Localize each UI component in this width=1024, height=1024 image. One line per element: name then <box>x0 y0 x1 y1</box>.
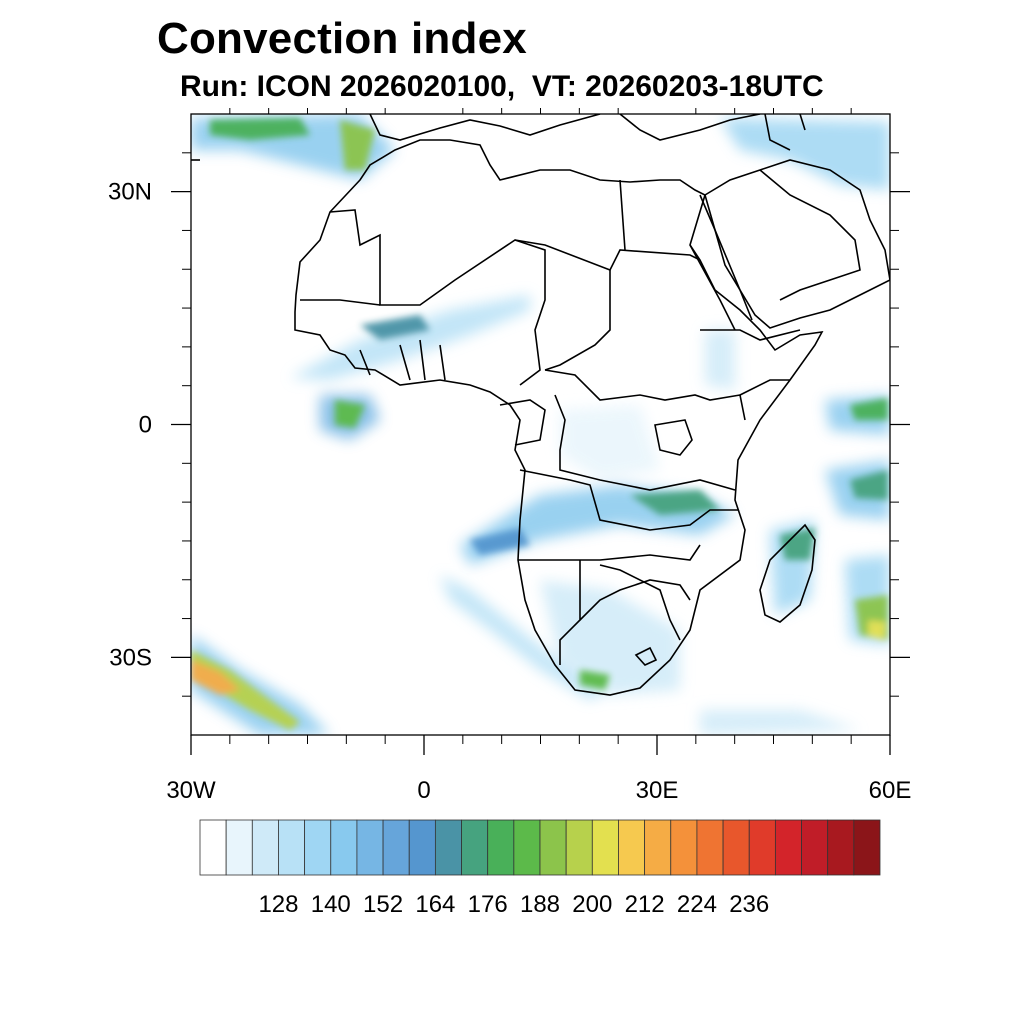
colorbar-label-2: 152 <box>363 891 403 918</box>
colorbar-swatch-13 <box>539 819 567 876</box>
axes: 30W 0 30E 60E 30N 0 30S <box>108 108 911 804</box>
colorbar-swatch-14 <box>565 819 593 876</box>
colorbar-swatch-21 <box>748 819 776 876</box>
colorbar-label-5: 188 <box>520 891 560 918</box>
colorbar-swatch-8 <box>408 819 436 876</box>
lat-tick-label-0: 30N <box>108 179 152 206</box>
colorbar-swatch-9 <box>434 819 462 876</box>
colorbar-swatch-1 <box>225 819 253 876</box>
colorbar-label-7: 212 <box>625 891 665 918</box>
colorbar-swatch-7 <box>382 819 410 876</box>
colorbar-swatch-4 <box>304 819 332 876</box>
colorbar: 128 140 152 164 176 188 200 212 224 236 <box>199 819 881 918</box>
colorbar-swatch-3 <box>278 819 306 876</box>
plot-frame <box>190 113 891 736</box>
colorbar-swatch-10 <box>461 819 489 876</box>
lon-tick-label-0: 30W <box>166 777 216 804</box>
convection-shading <box>191 114 890 735</box>
coastlines <box>191 114 890 696</box>
colorbar-swatch-25 <box>853 819 881 876</box>
map-title: Convection index <box>157 14 527 63</box>
lat-tick-label-2: 30S <box>109 644 152 671</box>
lat-tick-label-1: 0 <box>139 412 152 439</box>
colorbar-swatch-22 <box>774 819 802 876</box>
colorbar-label-9: 236 <box>729 891 769 918</box>
colorbar-swatch-17 <box>644 819 672 876</box>
colorbar-swatch-0 <box>199 819 227 876</box>
lon-tick-label-1: 0 <box>417 777 430 804</box>
colorbar-swatch-20 <box>722 819 750 876</box>
colorbar-swatch-2 <box>251 819 279 876</box>
colorbar-swatch-12 <box>513 819 541 876</box>
colorbar-label-3: 164 <box>415 891 455 918</box>
colorbar-label-6: 200 <box>572 891 612 918</box>
colorbar-swatch-23 <box>801 819 829 876</box>
colorbar-label-0: 128 <box>258 891 298 918</box>
colorbar-swatch-19 <box>696 819 724 876</box>
colorbar-swatch-24 <box>827 819 855 876</box>
map-subtitle: Run: ICON 2026020100, VT: 20260203-18UTC <box>180 70 824 103</box>
colorbar-label-1: 140 <box>311 891 351 918</box>
colorbar-swatch-5 <box>330 819 358 876</box>
colorbar-swatch-16 <box>618 819 646 876</box>
lon-tick-label-3: 60E <box>869 777 912 804</box>
colorbar-swatch-18 <box>670 819 698 876</box>
lon-tick-label-2: 30E <box>636 777 679 804</box>
colorbar-swatch-6 <box>356 819 384 876</box>
colorbar-label-8: 224 <box>677 891 717 918</box>
colorbar-label-4: 176 <box>468 891 508 918</box>
colorbar-swatch-15 <box>591 819 619 876</box>
colorbar-swatch-11 <box>487 819 515 876</box>
